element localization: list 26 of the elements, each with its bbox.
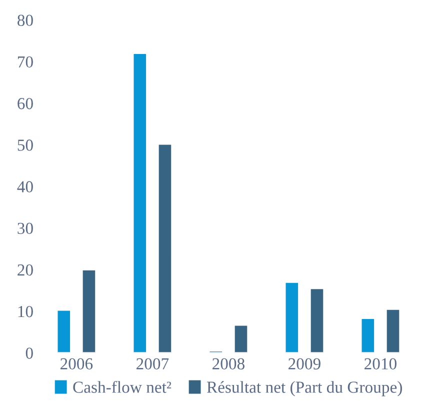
bar [81,268,97,353]
y-tick-label: 80 [18,14,33,26]
x-tick-label: 2008 [212,358,244,370]
y-tick-label: 40 [17,181,33,192]
x-tick-label: 2009 [288,358,320,370]
bar [385,308,401,353]
legend-label: Cash-flow net² [73,380,172,393]
y-tick-label: 30 [18,222,33,234]
bar [233,324,249,353]
y-tick-label: 70 [18,56,33,68]
x-tick-label: 2010 [364,358,396,370]
y-tick-label: 60 [18,98,33,110]
bar [284,281,300,353]
bar [157,143,173,353]
y-tick-label: 50 [18,140,33,151]
bar [360,318,376,353]
y-tick-label: 0 [26,348,33,359]
bar [56,309,72,353]
y-tick-label: 20 [18,264,33,276]
bar [309,288,325,353]
x-tick-label: 2006 [60,358,93,370]
legend-label: Résultat net (Part du Groupe) [206,381,402,396]
bar [208,350,224,353]
y-tick-label: 10 [18,306,33,318]
bar [132,52,148,353]
x-tick-label: 2007 [136,358,169,370]
